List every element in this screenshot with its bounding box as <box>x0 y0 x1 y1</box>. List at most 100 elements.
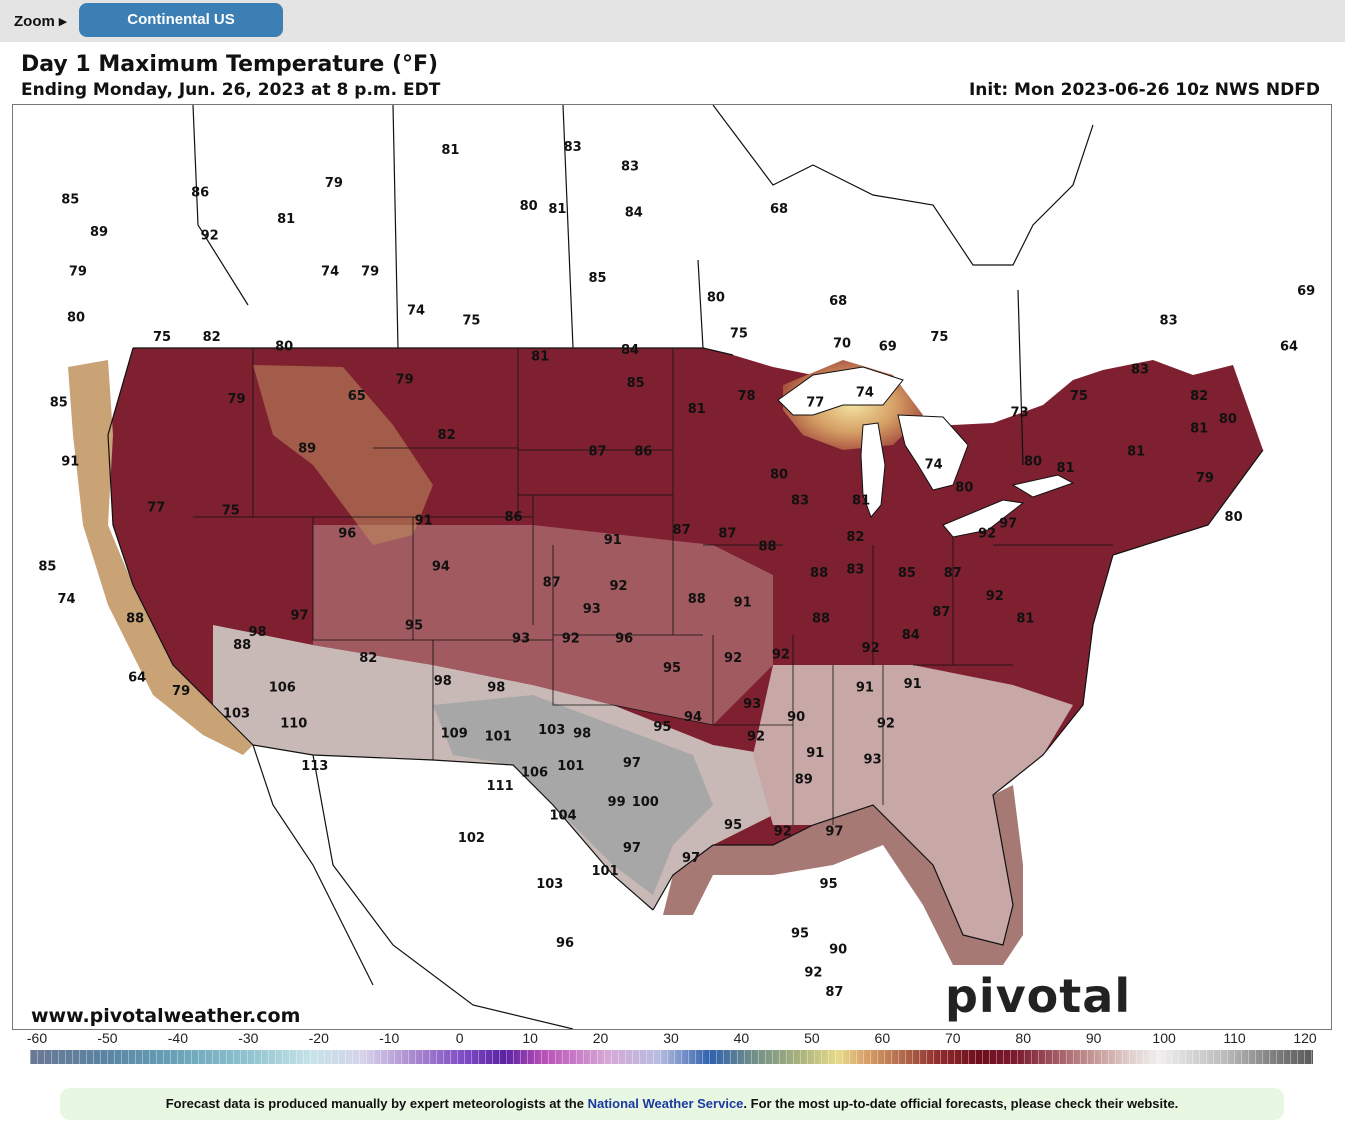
colorbar-tick: 120 <box>1293 1030 1317 1046</box>
baja-coast <box>252 744 374 986</box>
colorbar-tick: -40 <box>167 1030 188 1046</box>
temp-label: 88 <box>810 566 828 581</box>
temp-label: 79 <box>69 264 87 279</box>
temp-label: 79 <box>172 684 190 699</box>
temp-label: 90 <box>787 710 805 725</box>
temp-label: 98 <box>434 674 452 689</box>
temp-label: 91 <box>734 595 752 610</box>
gulf-coast-line <box>652 804 934 911</box>
temp-label: 87 <box>932 605 950 620</box>
website-watermark: www.pivotalweather.com <box>31 1005 301 1027</box>
temp-label: 84 <box>902 628 920 643</box>
temp-label: 89 <box>298 441 316 456</box>
temp-label: 80 <box>955 481 973 496</box>
colorbar-tick: 60 <box>874 1030 891 1046</box>
colorbar-tick: 10 <box>522 1030 538 1046</box>
southeast-warm-field <box>753 665 1073 945</box>
temp-label: 80 <box>1219 412 1237 427</box>
temp-label: 84 <box>625 205 643 220</box>
temp-label: 88 <box>758 540 776 555</box>
temp-label: 100 <box>632 795 659 810</box>
temp-label: 75 <box>930 330 948 345</box>
temp-label: 83 <box>1131 363 1149 378</box>
temp-label: 91 <box>604 533 622 548</box>
temp-label: 88 <box>812 612 830 627</box>
temp-label: 92 <box>877 717 895 732</box>
colorbar-tick: 70 <box>944 1030 961 1046</box>
temp-label: 103 <box>536 877 563 892</box>
temp-label: 69 <box>879 340 897 355</box>
temp-label: 64 <box>128 671 146 686</box>
colorbar-tick: -60 <box>26 1030 48 1046</box>
temp-label: 81 <box>852 494 870 509</box>
temp-label: 80 <box>770 468 788 483</box>
gulf-coast-band <box>663 785 1023 965</box>
temp-label: 95 <box>724 818 742 833</box>
region-button-continental-us[interactable]: Continental US <box>79 3 283 37</box>
temp-label: 92 <box>562 631 580 646</box>
colorbar-dividers <box>30 1050 1313 1064</box>
temp-label: 85 <box>588 271 606 286</box>
temp-label: 83 <box>621 160 639 175</box>
temperature-map[interactable]: 85 89 86 92 79 81 79 74 79 81 83 80 81 83 84 85 80 75 82 80… <box>12 104 1332 1030</box>
temp-label: 79 <box>325 176 343 191</box>
great-lakes <box>777 366 1075 538</box>
temp-label: 80 <box>1225 510 1243 525</box>
temp-label: 106 <box>269 681 296 696</box>
temp-label: 83 <box>791 494 809 509</box>
lake-erie <box>942 499 1025 538</box>
temp-label: 88 <box>233 638 251 653</box>
temp-label: 83 <box>1160 314 1178 329</box>
temp-label: 111 <box>487 779 514 794</box>
temp-label: 95 <box>653 720 671 735</box>
colorbar-tick: 40 <box>733 1030 750 1046</box>
temp-label: 91 <box>904 677 922 692</box>
temp-label: 68 <box>829 294 847 309</box>
temp-label: 101 <box>592 864 619 879</box>
temp-label: 74 <box>407 304 425 319</box>
temp-label: 77 <box>806 395 824 410</box>
mexico-interior <box>312 754 574 1029</box>
temp-label: 86 <box>504 510 522 525</box>
nws-link[interactable]: National Weather Service <box>587 1096 744 1111</box>
temp-label: 83 <box>564 140 582 155</box>
disclaimer-text-after: . For the most up-to-date official forec… <box>743 1096 1179 1111</box>
temp-label: 64 <box>1280 340 1298 355</box>
temp-label: 101 <box>557 759 584 774</box>
colorbar-tick: 90 <box>1085 1030 1102 1046</box>
colorbar-tick: -30 <box>238 1030 259 1046</box>
temp-label: 92 <box>978 527 996 542</box>
temp-label: 97 <box>623 841 641 856</box>
temp-label: 103 <box>223 707 250 722</box>
temp-label: 97 <box>825 825 843 840</box>
temp-label: 79 <box>1196 471 1214 486</box>
temp-label: 80 <box>1024 454 1042 469</box>
temp-label: 98 <box>487 681 505 696</box>
temp-label: 97 <box>999 517 1017 532</box>
temp-label: 92 <box>862 641 880 656</box>
temp-label: 79 <box>396 373 414 388</box>
temp-label: 88 <box>126 612 144 627</box>
temp-label: 87 <box>718 527 736 542</box>
temp-label: 85 <box>61 192 79 207</box>
temp-label: 82 <box>438 428 456 443</box>
lake-huron <box>897 414 969 491</box>
temp-label: 96 <box>556 936 574 951</box>
east-coast-line <box>932 449 1264 946</box>
hudson-bay-coast <box>712 105 1094 266</box>
texas-hot-core <box>433 695 713 895</box>
temp-label: 92 <box>609 579 627 594</box>
colorbar-tick: -50 <box>97 1030 118 1046</box>
temp-label: 98 <box>573 726 591 741</box>
temp-label: 84 <box>621 343 639 358</box>
temp-label: 93 <box>583 602 601 617</box>
temp-label: 74 <box>856 386 874 401</box>
temp-label: 92 <box>804 966 822 981</box>
temp-label: 99 <box>608 795 626 810</box>
temp-label: 94 <box>684 710 702 725</box>
temp-label: 109 <box>441 726 468 741</box>
temp-label: 97 <box>682 851 700 866</box>
temp-label: 80 <box>707 291 725 306</box>
temp-label: 80 <box>520 199 538 214</box>
